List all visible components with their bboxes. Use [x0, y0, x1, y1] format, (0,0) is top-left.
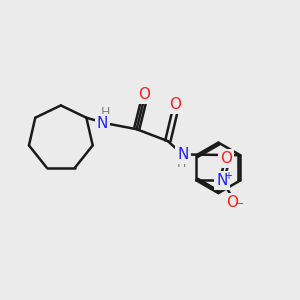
Text: N: N	[177, 147, 188, 162]
Text: O: O	[226, 195, 238, 210]
Text: H: H	[176, 158, 186, 170]
Text: N: N	[216, 173, 227, 188]
Text: O: O	[220, 151, 232, 166]
Text: H: H	[101, 106, 110, 119]
Text: +: +	[224, 171, 232, 181]
Text: N: N	[97, 116, 108, 131]
Text: O: O	[138, 87, 150, 102]
Text: O: O	[169, 97, 181, 112]
Text: −: −	[235, 199, 244, 209]
